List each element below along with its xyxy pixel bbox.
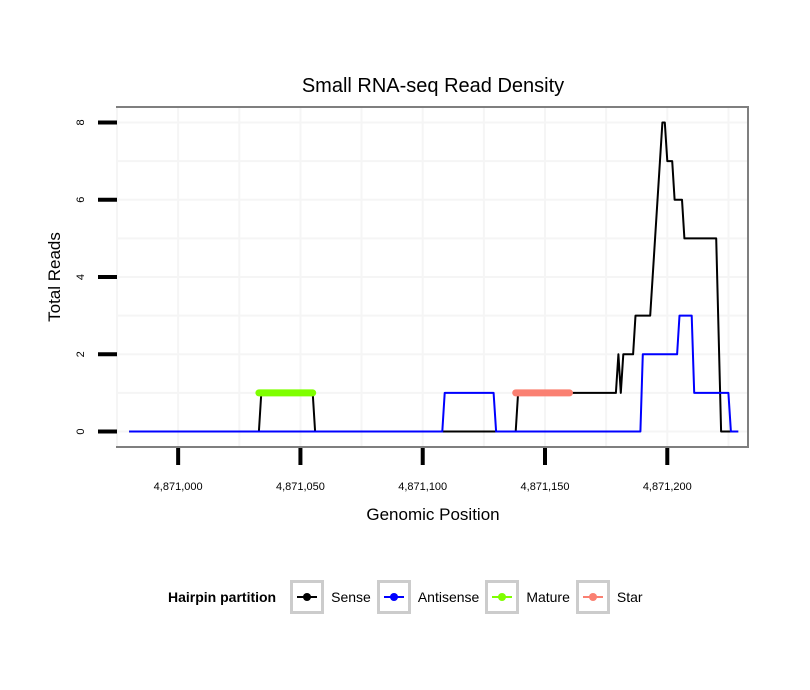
- legend-key-mature: [485, 580, 520, 614]
- x-tick-label: 4,871,200: [643, 481, 692, 493]
- legend-key-antisense: [376, 580, 411, 614]
- legend-label: Antisense: [417, 589, 480, 605]
- legend-title: Hairpin partition: [168, 589, 277, 605]
- y-tick-label: 4: [75, 274, 87, 280]
- legend-item-star: Star: [575, 580, 643, 614]
- legend-item-mature: Mature: [485, 580, 570, 614]
- x-tick-label: 4,871,000: [154, 481, 203, 493]
- y-axis: 0 2 4 6 8: [75, 119, 117, 435]
- x-tick-label: 4,871,050: [276, 481, 325, 493]
- x-axis: 4,871,000 4,871,050 4,871,100 4,871,150 4,87…: [154, 448, 692, 493]
- legend-item-sense: Sense: [290, 580, 371, 614]
- x-axis-title: Genomic Position: [366, 505, 499, 524]
- legend-key-star: [575, 580, 610, 614]
- legend-item-antisense: Antisense: [376, 580, 480, 614]
- legend-label: Star: [616, 589, 643, 605]
- series-layer: [129, 121, 739, 433]
- chart-title: Small RNA-seq Read Density: [302, 75, 564, 97]
- series-line-sense: [129, 121, 739, 433]
- y-tick-label: 8: [75, 119, 87, 125]
- series-line-antisense: [129, 314, 739, 433]
- y-tick-label: 2: [75, 351, 87, 357]
- legend-key-sense: [290, 580, 325, 614]
- y-tick-label: 0: [75, 428, 87, 434]
- y-tick-label: 6: [75, 197, 87, 203]
- legend: Hairpin partition Sense Antisense Mature…: [168, 578, 649, 616]
- legend-label: Mature: [526, 589, 570, 605]
- y-axis-title: Total Reads: [45, 232, 64, 322]
- legend-label: Sense: [331, 589, 371, 605]
- x-tick-label: 4,871,150: [521, 481, 570, 493]
- x-tick-label: 4,871,100: [398, 481, 447, 493]
